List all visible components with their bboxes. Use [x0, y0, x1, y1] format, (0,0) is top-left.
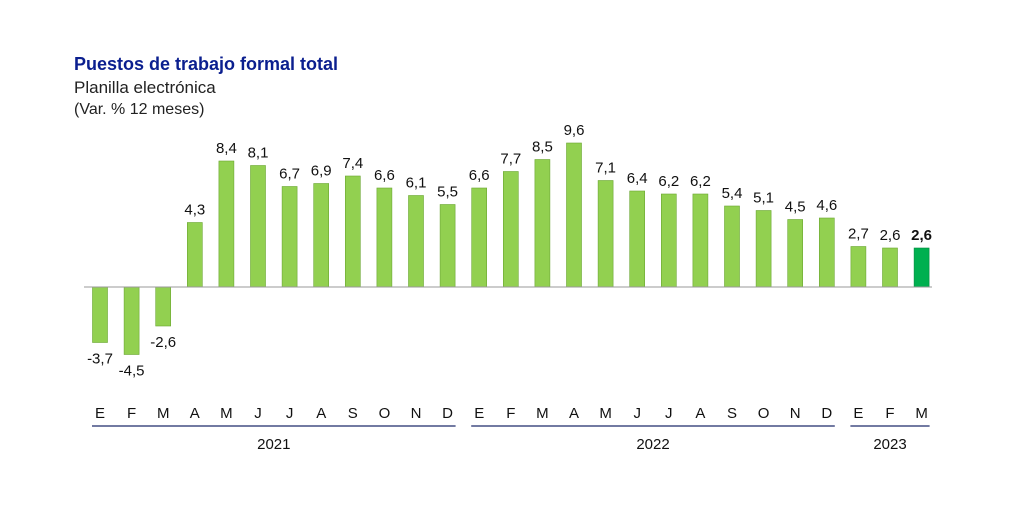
bar	[566, 142, 582, 288]
x-tick-label: J	[286, 405, 294, 422]
x-tick-label: A	[316, 405, 326, 422]
value-label: -4,5	[119, 363, 145, 380]
value-label: -3,7	[87, 351, 113, 368]
x-tick-label: M	[157, 405, 170, 422]
value-label: 4,6	[816, 197, 837, 214]
bar	[313, 183, 330, 288]
bar	[660, 193, 677, 288]
chart-unit-label: (Var. % 12 meses)	[74, 101, 205, 118]
bar	[344, 175, 361, 288]
bar	[692, 193, 709, 288]
x-tick-label: N	[411, 405, 422, 422]
bar	[471, 187, 488, 288]
x-tick-label: F	[127, 405, 136, 422]
value-label: 6,7	[279, 166, 300, 183]
bar	[281, 186, 298, 288]
bar	[913, 247, 930, 288]
year-label: 2023	[873, 436, 906, 453]
value-label: 5,1	[753, 190, 774, 207]
bar	[882, 247, 898, 288]
x-tick-label: M	[536, 405, 549, 422]
chart-title: Puestos de trabajo formal total	[74, 54, 339, 74]
value-label: 5,4	[722, 185, 743, 202]
value-label: 9,6	[564, 122, 585, 139]
value-label: 6,9	[311, 163, 332, 180]
bar	[597, 180, 614, 288]
bar	[502, 171, 519, 288]
chart-subtitle: Planilla electrónica	[74, 78, 216, 97]
value-label: 7,4	[342, 155, 363, 172]
value-label: 8,5	[532, 139, 553, 156]
bar	[187, 222, 203, 288]
x-tick-label: D	[442, 405, 453, 422]
bar	[818, 217, 835, 288]
bar	[439, 204, 456, 288]
value-label: 2,7	[848, 226, 869, 243]
value-label: -2,6	[150, 334, 176, 351]
value-label: 6,6	[374, 167, 395, 184]
value-label: 8,1	[248, 145, 269, 162]
x-tick-label: A	[190, 405, 200, 422]
bar	[408, 195, 424, 288]
x-tick-label: S	[727, 405, 737, 422]
x-tick-label: J	[254, 405, 262, 422]
bar	[376, 187, 393, 288]
x-tick-label: M	[915, 405, 928, 422]
value-label: 6,1	[406, 175, 427, 192]
x-tick-label: J	[633, 405, 641, 422]
value-label: 7,1	[595, 160, 616, 177]
value-label: 6,2	[690, 173, 711, 190]
x-tick-label: O	[379, 405, 391, 422]
year-groups-layer: 2021 2022 2023	[92, 425, 930, 453]
bar	[92, 286, 108, 343]
value-labels-layer: -3,7 -4,5 -2,6 4,3 8,4 8,1 6,7 6,9 7,4 6,6 6,1 5,5 6…	[87, 122, 932, 380]
bar	[787, 219, 804, 288]
x-tick-label: M	[220, 405, 233, 422]
x-tick-label: E	[474, 405, 484, 422]
value-label: 8,4	[216, 140, 237, 157]
bar	[534, 159, 551, 288]
x-tick-label: A	[695, 405, 705, 422]
x-tick-label: F	[506, 405, 515, 422]
value-label: 2,6	[911, 227, 932, 244]
value-label: 2,6	[880, 227, 901, 244]
x-tick-label: F	[885, 405, 894, 422]
x-tick-label: E	[853, 405, 863, 422]
bar	[724, 205, 740, 288]
x-tick-label: S	[348, 405, 358, 422]
x-tick-label: A	[569, 405, 579, 422]
x-tick-label: O	[758, 405, 770, 422]
x-tick-label: D	[821, 405, 832, 422]
value-label: 4,3	[184, 202, 205, 219]
bar	[629, 190, 646, 288]
x-tick-label: M	[599, 405, 612, 422]
bar	[755, 210, 772, 288]
year-label: 2021	[257, 436, 290, 453]
bar	[123, 286, 140, 355]
bar	[218, 160, 235, 288]
x-tick-label: N	[790, 405, 801, 422]
value-label: 7,7	[500, 151, 521, 168]
value-label: 4,5	[785, 199, 806, 216]
value-label: 6,2	[658, 173, 679, 190]
value-label: 6,4	[627, 170, 648, 187]
year-label: 2022	[636, 436, 669, 453]
value-label: 5,5	[437, 184, 458, 201]
x-tick-label: E	[95, 405, 105, 422]
bar	[850, 246, 867, 288]
value-label: 6,6	[469, 167, 490, 184]
bar	[250, 165, 266, 288]
bars-layer	[92, 142, 930, 355]
x-tick-label: J	[665, 405, 673, 422]
bar	[155, 286, 171, 327]
